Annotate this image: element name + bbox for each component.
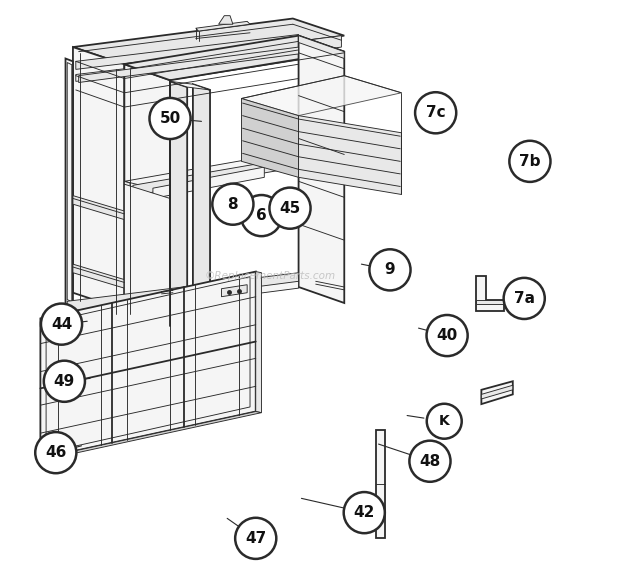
Circle shape	[503, 278, 545, 319]
Circle shape	[510, 141, 551, 182]
Text: K: K	[439, 414, 450, 428]
Text: ©ReplacementParts.com: ©ReplacementParts.com	[205, 270, 335, 281]
Text: 9: 9	[384, 262, 396, 277]
Polygon shape	[125, 181, 130, 193]
Text: 7c: 7c	[426, 105, 446, 121]
Circle shape	[41, 304, 82, 345]
Text: 47: 47	[245, 531, 267, 546]
Polygon shape	[66, 59, 73, 307]
Text: 7a: 7a	[514, 291, 534, 306]
Circle shape	[212, 184, 254, 225]
Polygon shape	[125, 36, 342, 76]
Text: 49: 49	[54, 374, 75, 389]
Polygon shape	[476, 300, 504, 304]
Polygon shape	[125, 64, 170, 326]
Polygon shape	[76, 34, 299, 69]
Polygon shape	[67, 273, 299, 313]
Polygon shape	[79, 47, 299, 83]
Polygon shape	[153, 167, 264, 199]
Polygon shape	[255, 272, 262, 413]
Circle shape	[427, 315, 467, 356]
Circle shape	[409, 441, 451, 482]
Circle shape	[235, 518, 277, 559]
Polygon shape	[193, 84, 210, 335]
Polygon shape	[79, 281, 299, 317]
Polygon shape	[376, 430, 386, 538]
Polygon shape	[133, 160, 278, 196]
Circle shape	[149, 98, 190, 139]
Polygon shape	[299, 36, 344, 59]
Polygon shape	[125, 156, 299, 188]
Polygon shape	[73, 18, 344, 64]
Circle shape	[427, 404, 462, 439]
Polygon shape	[221, 285, 247, 297]
Text: 40: 40	[436, 328, 458, 343]
Polygon shape	[125, 184, 170, 324]
Circle shape	[343, 492, 385, 533]
Text: 42: 42	[353, 505, 375, 520]
Polygon shape	[196, 21, 250, 31]
Circle shape	[270, 188, 311, 228]
Text: 48: 48	[419, 453, 441, 469]
Polygon shape	[73, 264, 125, 288]
Text: 44: 44	[51, 317, 72, 332]
Polygon shape	[170, 82, 187, 332]
Polygon shape	[125, 36, 344, 80]
Text: 7b: 7b	[519, 154, 541, 169]
Polygon shape	[241, 99, 299, 177]
Text: 6: 6	[256, 208, 267, 223]
Circle shape	[415, 92, 456, 133]
Polygon shape	[40, 272, 255, 459]
Circle shape	[241, 195, 282, 236]
Polygon shape	[299, 36, 344, 303]
Polygon shape	[481, 381, 513, 404]
Polygon shape	[219, 15, 233, 24]
Polygon shape	[73, 196, 125, 220]
Text: 46: 46	[45, 445, 66, 460]
Polygon shape	[170, 82, 210, 90]
Polygon shape	[76, 48, 299, 82]
Polygon shape	[67, 313, 79, 329]
Polygon shape	[481, 385, 513, 399]
Text: 8: 8	[228, 197, 238, 212]
Text: 50: 50	[159, 111, 180, 126]
Polygon shape	[40, 412, 262, 460]
Polygon shape	[476, 276, 504, 311]
Polygon shape	[299, 115, 401, 195]
Polygon shape	[241, 76, 401, 115]
Circle shape	[370, 249, 410, 290]
Text: 45: 45	[280, 201, 301, 216]
Circle shape	[44, 360, 85, 402]
Polygon shape	[73, 47, 125, 310]
Circle shape	[35, 432, 76, 473]
